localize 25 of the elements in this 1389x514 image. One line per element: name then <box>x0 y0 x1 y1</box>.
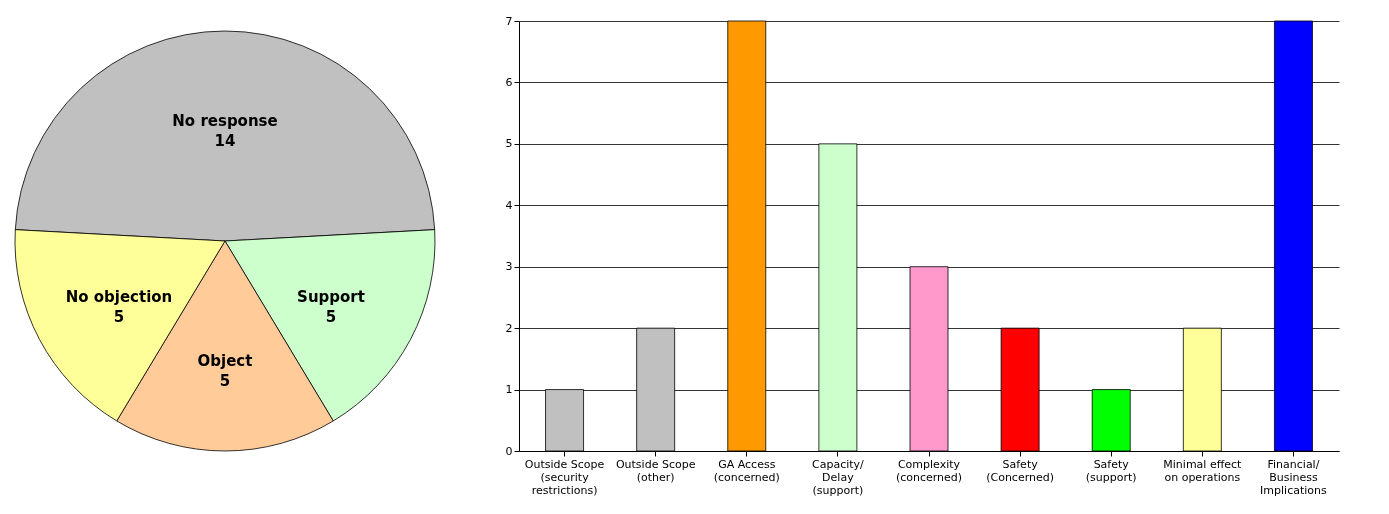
y-tick-label: 5 <box>505 137 513 151</box>
y-tick-label: 2 <box>505 321 513 335</box>
x-tick-label: GA Access (concerned) <box>713 457 780 484</box>
y-tick-label: 4 <box>505 198 513 212</box>
x-tick-label: Financial/ Business Implications <box>1260 457 1328 497</box>
slice-label: Support <box>297 288 365 307</box>
y-tick-label: 6 <box>505 75 513 89</box>
slice-label: No objection <box>65 288 173 307</box>
x-tick-label: Safety (support) <box>1085 457 1137 484</box>
data-label: 5 <box>113 308 125 327</box>
slice-label: No response <box>172 112 278 130</box>
y-tick-label: 1 <box>505 383 513 397</box>
y-tick-label: 0 <box>505 444 513 458</box>
y-tick-label: 7 <box>505 14 513 28</box>
x-tick-label: Minimal effect on operations <box>1163 457 1243 484</box>
slice-label: Object <box>197 352 253 370</box>
x-tick-label: Safety (Concerned) <box>986 457 1055 484</box>
x-tick-label: Capacity/ Delay (support) <box>812 457 865 497</box>
x-tick-label: Complexity (concerned) <box>895 457 963 484</box>
y-tick-label: 3 <box>505 260 513 274</box>
x-tick-label: Outside Scope (other) <box>615 457 696 484</box>
x-tick-label: Outside Scope (security restrictions) <box>524 457 605 497</box>
data-label: 5 <box>219 372 231 390</box>
data-label: 5 <box>325 308 337 327</box>
data-label: 14 <box>214 132 236 150</box>
